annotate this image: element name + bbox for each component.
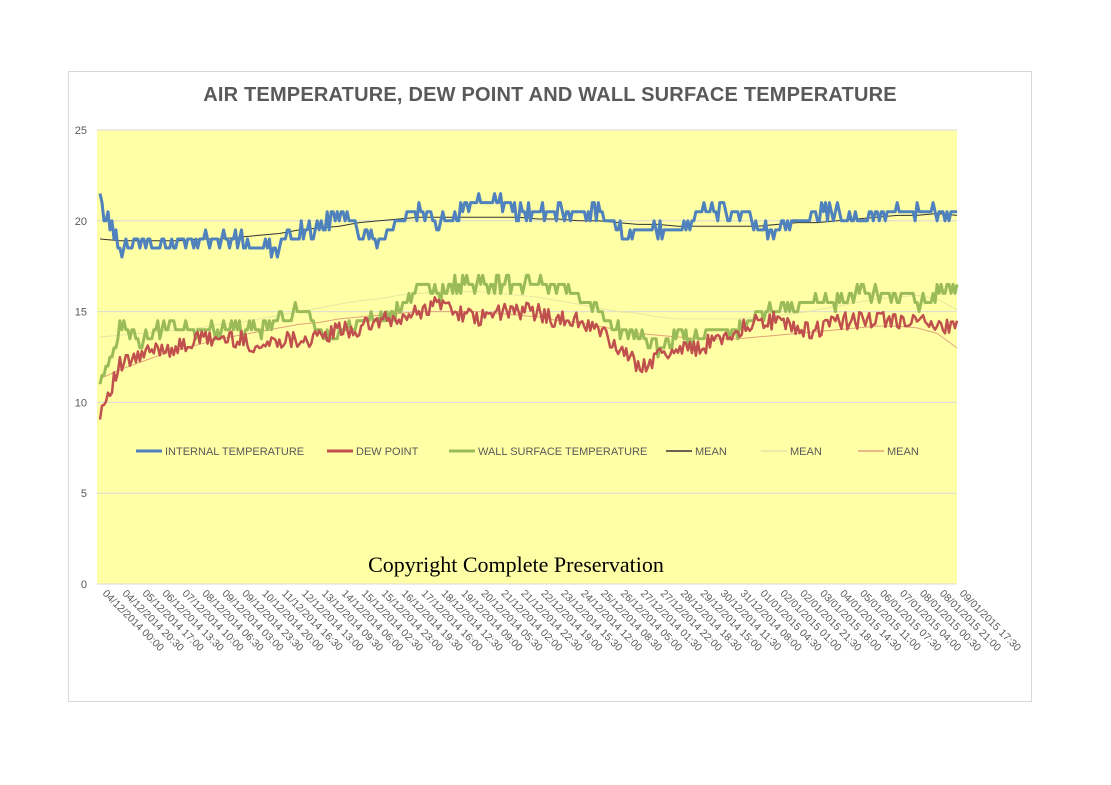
y-tick-label: 20 [75, 216, 87, 228]
legend-label-2: WALL SURFACE TEMPERATURE [478, 446, 647, 458]
series-line-internal-temperature-0 [98, 192, 957, 259]
chart-title: AIR TEMPERATURE, DEW POINT AND WALL SURF… [203, 84, 897, 106]
legend-label-0: INTERNAL TEMPERATURE [165, 446, 304, 458]
y-tick-label: 25 [75, 125, 87, 137]
y-tick-label: 0 [81, 579, 87, 591]
series-line-dew-point-1 [98, 296, 959, 420]
y-tick-label: 5 [81, 488, 87, 500]
legend-label-1: DEW POINT [356, 446, 419, 458]
legend-label-3: MEAN [695, 446, 727, 458]
series-line-mean-4 [99, 291, 958, 338]
y-tick-label: 15 [75, 307, 87, 319]
copyright-watermark: Copyright Complete Preservation [368, 552, 664, 577]
plot-area [97, 130, 957, 584]
legend-label-4: MEAN [790, 446, 822, 458]
y-tick-label: 10 [75, 397, 87, 409]
legend-label-5: MEAN [887, 446, 919, 458]
